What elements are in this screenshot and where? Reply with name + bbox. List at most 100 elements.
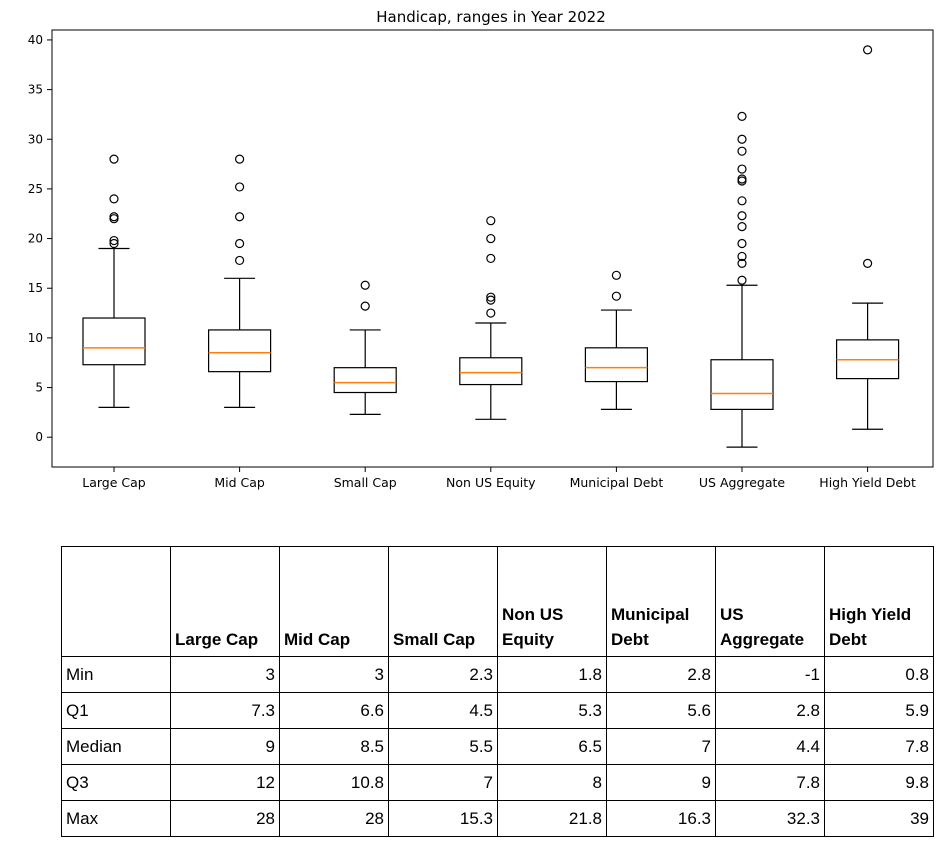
outlier-point	[235, 238, 245, 249]
table-cell: 32.3	[715, 800, 825, 837]
table-cell: 4.4	[715, 728, 825, 765]
outlier-point	[486, 253, 496, 264]
x-tick-label: Large Cap	[82, 475, 146, 490]
table-cell: 7.8	[824, 728, 934, 765]
table-row: Median 9 8.5 5.5 6.5 7 4.4 7.8	[61, 728, 934, 765]
row-label: Max	[61, 800, 171, 837]
x-tick-label: Mid Cap	[214, 475, 265, 490]
column-header: US Aggregate	[715, 546, 825, 657]
outlier-point	[862, 258, 873, 268]
row-label: Q3	[61, 764, 171, 801]
outlier-point	[611, 291, 622, 301]
box-plot-chart: Handicap, ranges in Year 2022 0 5 10 15 20 25…	[28, 8, 934, 490]
column-header: Municipal Debt	[606, 546, 716, 657]
table-cell: -1	[715, 656, 825, 693]
box-group	[710, 111, 774, 448]
y-tick-label: 20	[28, 232, 43, 246]
y-tick-label: 40	[28, 33, 43, 47]
row-label: Min	[61, 656, 171, 693]
table-cell: 2.8	[606, 656, 716, 693]
table-cell: 28	[279, 800, 389, 837]
table-row: Q3 12 10.8 7 8 9 7.8 9.8	[61, 764, 934, 801]
chart-title: Handicap, ranges in Year 2022	[376, 8, 606, 26]
table-row: Min 3 3 2.3 1.8 2.8 -1 0.8	[61, 656, 934, 693]
outlier-point	[862, 45, 873, 55]
iqr-box	[208, 329, 272, 373]
outlier-point	[486, 233, 496, 244]
table-cell: 5.3	[497, 692, 607, 729]
column-header: Small Cap	[388, 546, 498, 657]
column-header: Large Cap	[170, 546, 280, 657]
y-tick-label: 5	[35, 381, 43, 395]
row-label: Q1	[61, 692, 171, 729]
table-row: Max 28 28 15.3 21.8 16.3 32.3 39	[61, 800, 934, 837]
x-axis: Large Cap Mid Cap Small Cap Non US Equity Mu…	[82, 467, 916, 490]
outlier-point	[235, 182, 245, 192]
table-cell: 5.6	[606, 692, 716, 729]
table-row: Q1 7.3 6.6 4.5 5.3 5.6 2.8 5.9	[61, 692, 934, 729]
row-label: Median	[61, 728, 171, 765]
y-tick-label: 15	[28, 281, 43, 295]
column-header: Non US Equity	[497, 546, 607, 657]
table-cell: 2.8	[715, 692, 825, 729]
outlier-point	[737, 258, 747, 268]
outlier-point	[486, 292, 496, 302]
table-header-row: Large Cap Mid Cap Small Cap Non US Equity Mu…	[61, 546, 934, 657]
box-group	[835, 45, 900, 430]
iqr-box	[710, 359, 774, 410]
stats-table: Large Cap Mid Cap Small Cap Non US Equity Mu…	[61, 546, 934, 837]
table-body: Min 3 3 2.3 1.8 2.8 -1 0.8 Q1 7.3 6.6 4.5 5.3 5.6 2.8 5…	[61, 656, 934, 837]
box-group	[82, 154, 146, 409]
x-tick-label: Small Cap	[334, 475, 397, 490]
y-tick-label: 30	[28, 132, 43, 146]
outlier-point	[109, 212, 119, 222]
boxes-layer	[82, 45, 900, 448]
iqr-box	[584, 347, 649, 383]
table-cell: 12	[170, 764, 280, 801]
outlier-point	[737, 146, 747, 156]
outlier-point	[737, 134, 747, 144]
y-tick-label: 35	[28, 83, 43, 97]
outlier-point	[737, 174, 747, 184]
table-cell: 8	[497, 764, 607, 801]
plot-frame	[51, 29, 934, 468]
table-cell: 0.8	[824, 656, 934, 693]
outlier-point	[109, 235, 119, 246]
iqr-box	[82, 317, 146, 366]
outlier-point	[486, 216, 496, 226]
box-group	[333, 280, 397, 415]
outlier-point	[737, 164, 747, 174]
table-cell: 21.8	[497, 800, 607, 837]
table-cell: 9	[170, 728, 280, 765]
table-cell: 2.3	[388, 656, 498, 693]
table-cell: 7	[388, 764, 498, 801]
outlier-point	[737, 251, 747, 262]
table-cell: 1.8	[497, 656, 607, 693]
table-cell: 8.5	[279, 728, 389, 765]
outlier-point	[486, 308, 496, 318]
table-cell: 7	[606, 728, 716, 765]
y-tick-label: 10	[28, 331, 43, 345]
outlier-point	[486, 295, 496, 305]
table-cell: 6.6	[279, 692, 389, 729]
outlier-point	[737, 222, 747, 232]
outlier-point	[737, 196, 747, 206]
y-tick-label: 0	[35, 430, 43, 444]
table-cell: 16.3	[606, 800, 716, 837]
x-tick-label: High Yield Debt	[819, 475, 916, 490]
table-corner-cell	[61, 546, 171, 657]
outlier-point	[737, 275, 747, 285]
table-cell: 7.3	[170, 692, 280, 729]
table-cell: 3	[170, 656, 280, 693]
outlier-point	[109, 194, 119, 204]
box-group	[208, 154, 272, 409]
x-tick-label: Non US Equity	[446, 475, 536, 490]
outlier-point	[235, 212, 245, 222]
outlier-point	[235, 154, 245, 164]
outlier-point	[737, 111, 747, 122]
outlier-point	[360, 301, 370, 311]
iqr-box	[459, 357, 523, 386]
table-cell: 7.8	[715, 764, 825, 801]
column-header: Mid Cap	[279, 546, 389, 657]
table-cell: 39	[824, 800, 934, 837]
